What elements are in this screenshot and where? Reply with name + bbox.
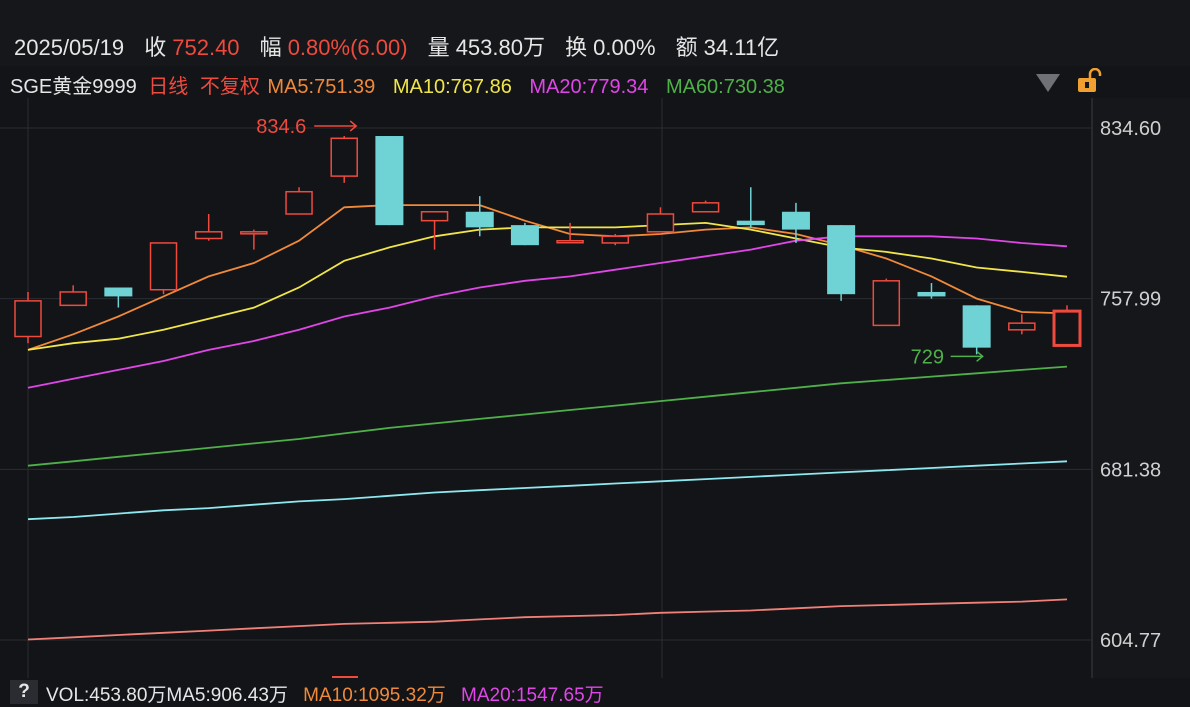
ma60-legend: MA60:730.38 bbox=[665, 76, 785, 98]
y-tick-label-3: 604.77 bbox=[1100, 630, 1161, 652]
volume-value: 453.80万 bbox=[455, 35, 545, 60]
close-label: 收 bbox=[144, 35, 167, 60]
turnover-label: 换 bbox=[565, 35, 588, 60]
candle-body-3 bbox=[149, 242, 178, 291]
close-value: 752.40 bbox=[172, 35, 240, 60]
high-annotation-label: 834.6 bbox=[256, 116, 306, 138]
candle-body-22 bbox=[1008, 322, 1036, 331]
quote-summary-row: 2025/05/19 收 752.40 幅 0.80%(6.00) 量 453.80万… bbox=[14, 30, 793, 62]
y-tick-label-2: 681.38 bbox=[1100, 459, 1161, 481]
plot-background bbox=[0, 98, 1190, 678]
candle-body-18 bbox=[827, 225, 856, 295]
candle-body-16 bbox=[736, 220, 765, 226]
chart-svg[interactable]: 834.60 757.99 681.38 604.77 834.6 729 bbox=[0, 98, 1190, 678]
collapse-triangle-icon[interactable] bbox=[1036, 74, 1060, 92]
candle-body-15 bbox=[691, 202, 720, 213]
vol-ma5: MA5:906.43万 bbox=[166, 685, 288, 706]
ma120-line bbox=[27, 460, 1068, 521]
candle-body-23 bbox=[1052, 309, 1082, 347]
candle-body-21 bbox=[962, 305, 991, 348]
volume-bar-peek bbox=[332, 676, 358, 678]
candle-body-8 bbox=[375, 136, 404, 226]
amount-label: 额 bbox=[675, 35, 698, 60]
change-label: 幅 bbox=[259, 35, 282, 60]
help-button[interactable]: ? bbox=[10, 680, 38, 704]
amount-value: 34.11亿 bbox=[703, 35, 780, 60]
lock-icon[interactable] bbox=[1076, 68, 1102, 94]
ma10-line bbox=[27, 221, 1068, 351]
candle-body-10 bbox=[465, 211, 494, 228]
low-annotation-arrowhead bbox=[976, 350, 984, 362]
turnover-value: 0.00% bbox=[593, 35, 656, 60]
y-tick-label-1: 757.99 bbox=[1100, 289, 1161, 311]
candle-body-5 bbox=[240, 231, 268, 235]
price-axis-area bbox=[1092, 98, 1190, 678]
period-label[interactable]: 日线 bbox=[148, 76, 189, 98]
symbol-name[interactable]: SGE黄金9999 bbox=[10, 76, 137, 98]
candle-body-11 bbox=[510, 225, 539, 246]
high-annotation-arrowhead bbox=[349, 120, 358, 132]
candle-body-1 bbox=[59, 291, 87, 307]
ma20-legend: MA20:779.34 bbox=[529, 76, 649, 98]
volume-label: 量 bbox=[427, 35, 450, 60]
candle-body-13 bbox=[601, 235, 630, 244]
vol-ma10: MA10:1095.32万 bbox=[303, 685, 446, 706]
candle-body-12 bbox=[556, 239, 584, 244]
candle-body-20 bbox=[917, 291, 946, 297]
candle-body-7 bbox=[330, 137, 358, 177]
change-value: 0.80%(6.00) bbox=[287, 35, 408, 60]
candle-body-14 bbox=[646, 213, 675, 233]
vol-value: VOL:453.80万 bbox=[46, 685, 167, 706]
volume-footer: ? VOL:453.80万MA5:906.43万 MA10:1095.32万 M… bbox=[0, 678, 1190, 706]
candle-body-19 bbox=[872, 280, 901, 327]
price-chart[interactable]: 834.60 757.99 681.38 604.77 834.6 729 bbox=[0, 98, 1190, 678]
ma60-line bbox=[27, 365, 1068, 467]
vol-ma20: MA20:1547.65万 bbox=[461, 685, 604, 706]
candle-body-2 bbox=[104, 287, 133, 297]
candle-body-0 bbox=[14, 300, 42, 338]
quote-header: 2025/05/19 收 752.40 幅 0.80%(6.00) 量 453.80万… bbox=[0, 0, 1190, 66]
quote-date: 2025/05/19 bbox=[14, 35, 125, 60]
candle-body-4 bbox=[194, 231, 223, 240]
candle-body-17 bbox=[781, 211, 810, 230]
ma5-legend: MA5:751.39 bbox=[267, 76, 376, 98]
ma250-line bbox=[27, 598, 1068, 641]
ma20-line bbox=[27, 235, 1068, 389]
candle-body-6 bbox=[285, 190, 313, 215]
candle-body-9 bbox=[420, 211, 449, 222]
ma10-legend: MA10:767.86 bbox=[392, 76, 512, 98]
adjust-label[interactable]: 不复权 bbox=[199, 76, 260, 98]
ma-legend-row: SGE黄金9999 日线 不复权 MA5:751.39 MA10:767.86 … bbox=[10, 70, 791, 99]
y-tick-label-0: 834.60 bbox=[1100, 118, 1161, 140]
low-annotation-label: 729 bbox=[911, 346, 944, 368]
